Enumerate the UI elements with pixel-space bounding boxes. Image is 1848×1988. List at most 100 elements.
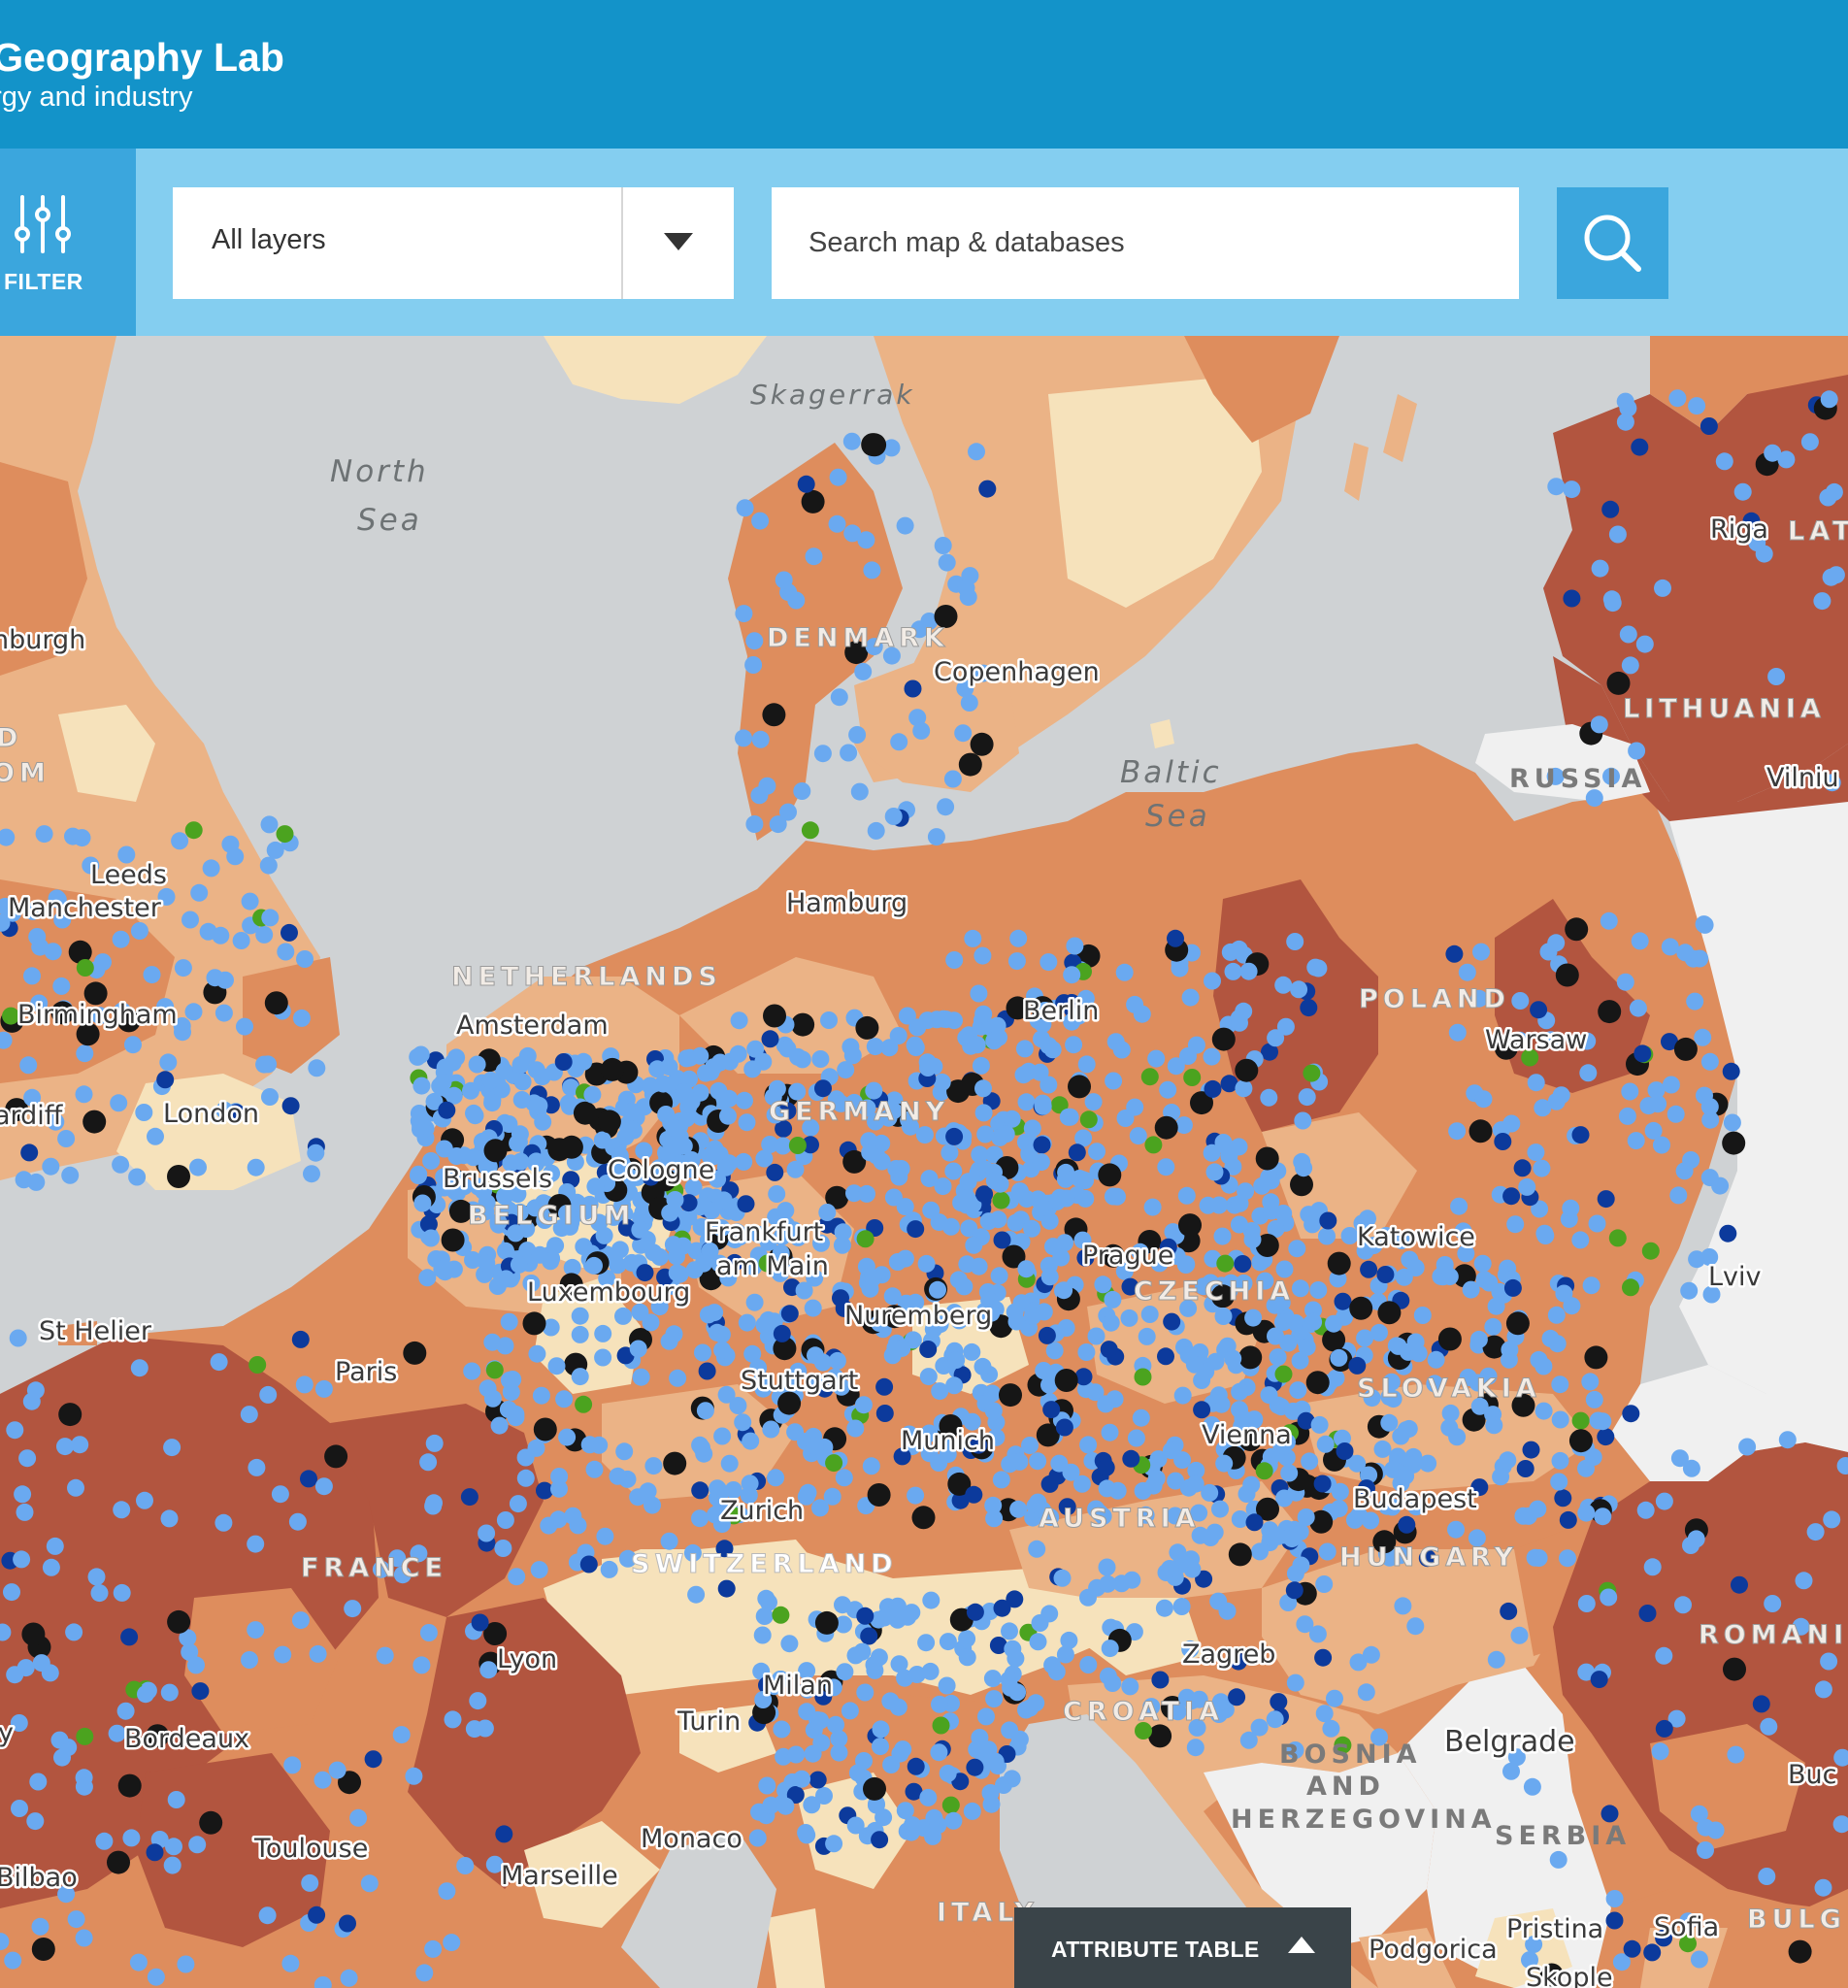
map-point[interactable] [1546, 767, 1565, 785]
map-point[interactable] [639, 1482, 657, 1501]
map-point[interactable] [968, 1740, 986, 1759]
map-point[interactable] [156, 1071, 175, 1089]
map-point[interactable] [1559, 1549, 1576, 1568]
map-point[interactable] [1309, 1281, 1328, 1299]
map-point[interactable] [583, 1085, 602, 1104]
map-point[interactable] [761, 1030, 779, 1048]
map-point[interactable] [1255, 1146, 1279, 1171]
map-point[interactable] [502, 1383, 520, 1402]
map-point[interactable] [489, 1213, 508, 1231]
map-point[interactable] [1534, 1357, 1553, 1375]
map-point[interactable] [57, 1885, 76, 1904]
map-point[interactable] [1181, 988, 1200, 1007]
map-point[interactable] [833, 1236, 851, 1254]
map-point[interactable] [65, 1623, 83, 1641]
map-point[interactable] [1204, 1079, 1222, 1098]
map-point[interactable] [1397, 1421, 1415, 1440]
map-point[interactable] [1612, 1953, 1631, 1971]
map-point[interactable] [516, 1469, 535, 1487]
map-point[interactable] [1115, 1262, 1134, 1280]
map-point[interactable] [1655, 1492, 1673, 1510]
map-point[interactable] [1204, 972, 1221, 990]
map-point[interactable] [530, 1561, 548, 1579]
map-point[interactable] [82, 856, 100, 875]
map-point[interactable] [985, 1145, 1004, 1164]
map-point[interactable] [755, 1149, 774, 1168]
map-point[interactable] [870, 1610, 888, 1629]
map-point[interactable] [511, 1125, 529, 1143]
map-point[interactable] [765, 1677, 783, 1696]
map-point[interactable] [970, 1436, 988, 1454]
map-point[interactable] [918, 1011, 937, 1030]
map-point[interactable] [985, 1690, 1004, 1708]
map-point[interactable] [779, 803, 797, 821]
map-point[interactable] [882, 1756, 901, 1773]
map-point[interactable] [830, 1730, 848, 1748]
map-point[interactable] [908, 1666, 926, 1683]
map-point[interactable] [160, 1509, 179, 1528]
map-point[interactable] [808, 1771, 827, 1789]
map-point[interactable] [867, 821, 885, 840]
map-point[interactable] [1764, 444, 1782, 462]
map-point[interactable] [1036, 1002, 1054, 1019]
map-point[interactable] [67, 1478, 84, 1497]
map-point[interactable] [1437, 1327, 1462, 1351]
map-point[interactable] [1300, 999, 1318, 1017]
map-point[interactable] [559, 1135, 583, 1159]
map-point[interactable] [1245, 1513, 1264, 1532]
map-point[interactable] [710, 1254, 729, 1273]
map-point[interactable] [1457, 1244, 1475, 1263]
map-point[interactable] [1697, 1818, 1715, 1837]
map-point[interactable] [1017, 1093, 1036, 1111]
map-point[interactable] [413, 1194, 432, 1212]
map-point[interactable] [1690, 1950, 1708, 1969]
map-point[interactable] [1127, 1429, 1145, 1447]
map-point[interactable] [801, 821, 819, 840]
map-point[interactable] [50, 1731, 69, 1749]
map-point[interactable] [1719, 1224, 1737, 1242]
map-point[interactable] [1661, 938, 1679, 956]
map-point[interactable] [1638, 1605, 1657, 1622]
map-point[interactable] [1608, 525, 1627, 544]
map-point[interactable] [533, 1417, 557, 1441]
map-point[interactable] [920, 1170, 939, 1188]
map-point[interactable] [968, 1036, 986, 1054]
map-point[interactable] [163, 1439, 182, 1457]
map-point[interactable] [907, 1039, 925, 1057]
map-point[interactable] [855, 1015, 879, 1040]
map-point[interactable] [1778, 1431, 1797, 1449]
map-point[interactable] [968, 443, 985, 461]
map-point[interactable] [1820, 1652, 1838, 1671]
map-point[interactable] [825, 1454, 843, 1473]
map-point[interactable] [1308, 1625, 1327, 1643]
map-point[interactable] [497, 1270, 515, 1288]
map-point[interactable] [571, 1325, 589, 1343]
map-point[interactable] [156, 998, 175, 1016]
map-point[interactable] [1500, 1602, 1518, 1620]
map-point[interactable] [843, 524, 862, 543]
map-point[interactable] [1255, 1462, 1273, 1480]
map-point[interactable] [478, 1254, 496, 1273]
map-point[interactable] [277, 943, 295, 961]
map-point[interactable] [1191, 1526, 1209, 1544]
map-point[interactable] [16, 1659, 35, 1677]
map-point[interactable] [759, 1233, 777, 1251]
map-point[interactable] [410, 1544, 428, 1563]
map-point[interactable] [1316, 1435, 1335, 1453]
map-point[interactable] [679, 1194, 698, 1212]
map-point[interactable] [1499, 1451, 1517, 1470]
map-point[interactable] [713, 1427, 732, 1445]
map-point[interactable] [598, 1270, 616, 1287]
map-point[interactable] [912, 721, 931, 740]
map-point[interactable] [314, 1477, 333, 1496]
map-point[interactable] [1459, 1369, 1477, 1386]
map-point[interactable] [1314, 1648, 1333, 1667]
map-point[interactable] [360, 1874, 379, 1893]
map-point[interactable] [1211, 1500, 1229, 1518]
map-point[interactable] [465, 1720, 483, 1739]
map-point[interactable] [1182, 1550, 1201, 1569]
map-point[interactable] [266, 841, 284, 859]
map-point[interactable] [456, 1857, 475, 1874]
map-point[interactable] [1397, 1467, 1415, 1485]
map-point[interactable] [780, 1305, 799, 1323]
